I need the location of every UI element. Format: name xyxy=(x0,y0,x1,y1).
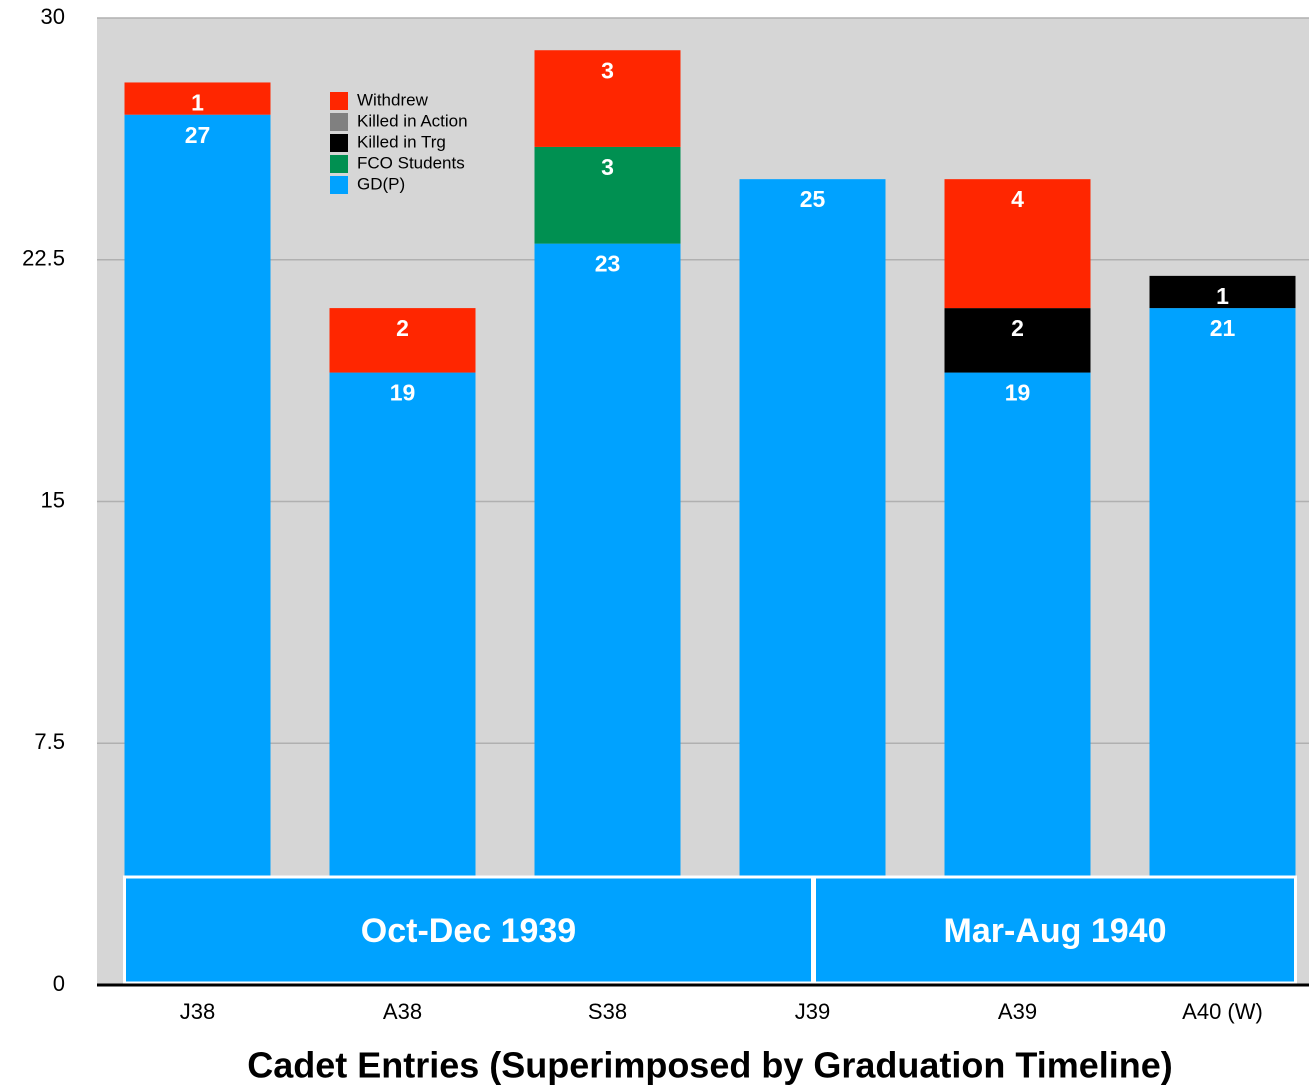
x-tick-label: J39 xyxy=(795,999,830,1024)
value-label: 21 xyxy=(1210,315,1236,341)
bar-segment xyxy=(329,308,476,373)
legend-swatch xyxy=(330,176,348,194)
bar-segment xyxy=(534,243,681,986)
x-tick-label: A39 xyxy=(998,999,1037,1024)
bar-segment xyxy=(944,308,1091,373)
value-label: 1 xyxy=(191,90,204,116)
annotation-label: Mar-Aug 1940 xyxy=(944,912,1167,950)
legend-label: Killed in Trg xyxy=(357,132,446,151)
bar-segment xyxy=(944,179,1091,309)
y-tick-label: 7.5 xyxy=(34,729,65,754)
value-label: 2 xyxy=(396,315,409,341)
bar-segment xyxy=(1149,275,1296,309)
bar-segment xyxy=(124,82,271,115)
annotation-box xyxy=(813,875,1297,985)
y-tick-label: 30 xyxy=(41,4,65,29)
value-label: 1 xyxy=(1216,283,1229,309)
value-label: 27 xyxy=(185,122,211,148)
bar-segment xyxy=(534,50,681,147)
value-label: 3 xyxy=(601,57,614,83)
x-tick-label: A40 (W) xyxy=(1182,999,1263,1024)
legend-swatch xyxy=(330,134,348,152)
x-tick-label: S38 xyxy=(588,999,627,1024)
bar-segment xyxy=(534,146,681,244)
value-label: 23 xyxy=(595,251,621,277)
y-tick-label: 22.5 xyxy=(22,246,65,271)
value-label: 4 xyxy=(1011,186,1024,212)
legend-swatch xyxy=(330,92,348,110)
annotations: Oct-Dec 1939 Mar-Aug 1940 xyxy=(123,875,1297,985)
value-label: 25 xyxy=(800,186,826,212)
x-tick-label: J38 xyxy=(180,999,215,1024)
legend-swatch xyxy=(330,155,348,173)
annotation-label: Oct-Dec 1939 xyxy=(361,912,576,950)
y-tick-label: 0 xyxy=(53,971,65,996)
legend-label: FCO Students xyxy=(357,153,465,172)
annotation-box xyxy=(123,875,814,985)
value-label: 19 xyxy=(390,380,416,406)
x-axis-title: Cadet Entries (Superimposed by Graduatio… xyxy=(247,1045,1173,1086)
value-label: 3 xyxy=(601,154,614,180)
bar-segment xyxy=(1149,308,1296,986)
bar-segment xyxy=(739,179,886,985)
y-tick-label: 15 xyxy=(41,487,65,512)
value-label: 2 xyxy=(1011,315,1024,341)
bar-segment xyxy=(124,114,271,985)
x-tick-label: A38 xyxy=(383,999,422,1024)
legend-label: Withdrew xyxy=(357,90,429,109)
legend-swatch xyxy=(330,113,348,131)
legend-label: Killed in Action xyxy=(357,111,468,130)
bars: 27 1 19 2 23 3 3 25 19 2 4 21 1 xyxy=(124,50,1296,986)
value-label: 19 xyxy=(1005,380,1031,406)
legend-label: GD(P) xyxy=(357,174,405,193)
